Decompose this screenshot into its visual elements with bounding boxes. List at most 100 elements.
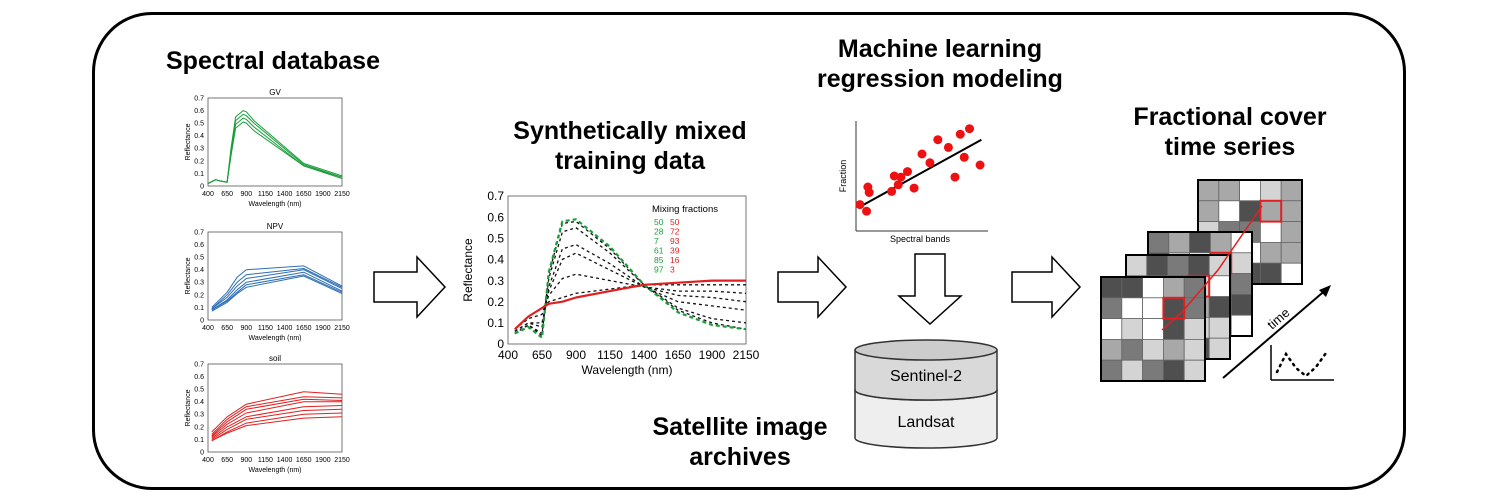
x-tick-label: 1400	[277, 457, 293, 464]
grid-cell	[1230, 252, 1253, 275]
x-tick-label: 1650	[296, 325, 312, 332]
fraction-green-value: 7	[654, 236, 659, 246]
grid-cell	[1142, 338, 1164, 361]
grid-cell	[1121, 318, 1144, 340]
y-tick-label: 0.1	[194, 305, 204, 312]
time-series-grids	[1100, 179, 1303, 382]
scatter-point	[909, 183, 919, 193]
mini-time-series-icon	[1270, 345, 1334, 381]
x-tick-label: 400	[202, 191, 214, 198]
grid-cell	[1163, 359, 1185, 382]
series-line	[211, 275, 343, 312]
y-tick-label: 0.5	[194, 121, 204, 128]
x-tick-label: 650	[221, 325, 233, 332]
y-tick-label: 0.7	[487, 189, 504, 203]
grid-cell	[1125, 254, 1148, 277]
series-line	[211, 408, 343, 440]
grid-cell	[1142, 276, 1164, 299]
x-tick-label: 1900	[699, 348, 726, 362]
y-tick-label: 0.7	[194, 361, 204, 368]
y-tick-label: 0.6	[487, 210, 504, 224]
series-line	[211, 412, 343, 442]
x-tick-label: 1400	[277, 191, 293, 198]
x-tick-label: 1650	[296, 191, 312, 198]
grid-cell	[1260, 241, 1282, 264]
scatter-point	[965, 124, 975, 134]
y-tick-label: 0.4	[194, 133, 204, 140]
x-tick-label: 1900	[315, 325, 331, 332]
sentinel-label: Sentinel-2	[890, 368, 962, 385]
pixel-trace-line	[1161, 205, 1263, 331]
scatter-point	[975, 160, 985, 170]
x-tick-label: 1150	[258, 457, 273, 464]
x-tick-label: 900	[566, 348, 586, 362]
grid-cell	[1260, 179, 1282, 202]
scatter-point	[925, 158, 935, 168]
x-axis-label: Spectral bands	[890, 234, 951, 244]
time-label: time	[1264, 305, 1292, 332]
y-tick-label: 0	[200, 317, 204, 324]
x-tick-label: 2150	[334, 191, 350, 198]
x-axis-label: Wavelength (nm)	[248, 201, 301, 208]
plot-area	[507, 195, 747, 345]
grid-cell	[1189, 231, 1211, 254]
x-tick-label: 650	[221, 457, 233, 464]
plot-area	[207, 363, 343, 453]
series-line	[211, 265, 343, 308]
scatter-point	[917, 149, 927, 159]
fractional-cover-heading: Fractional cover time series	[1133, 103, 1327, 161]
y-tick-label: 0.1	[487, 316, 504, 330]
y-tick-label: 0.5	[487, 231, 504, 245]
grid-cell	[1163, 318, 1185, 340]
grid-cell	[1163, 338, 1185, 361]
chart-title: soil	[269, 354, 281, 363]
series-line	[211, 398, 343, 437]
x-tick-label: 2150	[334, 325, 350, 332]
chart-title: NPV	[267, 222, 284, 231]
grid-cell	[1168, 231, 1191, 254]
scatter-point	[887, 186, 897, 196]
y-axis-label: Reflectance	[185, 389, 192, 426]
series-line	[211, 416, 343, 442]
series-line	[211, 268, 343, 310]
y-tick-label: 0.2	[194, 158, 204, 165]
grid-cell	[1208, 296, 1231, 318]
fraction-green-value: 97	[654, 265, 664, 275]
grid-cell	[1183, 359, 1206, 382]
grid-cell	[1146, 254, 1169, 277]
y-axis-label: Fraction	[838, 160, 848, 193]
x-tick-label: 2150	[733, 348, 760, 362]
grid-cell	[1147, 231, 1170, 254]
spectral-database-heading: Spectral database	[166, 47, 380, 75]
arrowhead-icon	[1319, 285, 1331, 297]
grid-cell	[1183, 276, 1206, 299]
grid-cell	[1218, 179, 1241, 202]
fractional-cover-grid	[1100, 276, 1206, 382]
x-tick-label: 1150	[258, 325, 273, 332]
x-tick-label: 1900	[315, 457, 331, 464]
series-line	[514, 243, 747, 332]
y-tick-label: 0.6	[194, 242, 204, 249]
x-tick-label: 1650	[665, 348, 692, 362]
series-line	[514, 284, 746, 330]
scatter-point	[943, 142, 953, 152]
y-tick-label: 0.5	[194, 255, 204, 262]
x-axis-label: Wavelength (nm)	[248, 335, 301, 342]
x-tick-label: 1150	[258, 191, 273, 198]
x-tick-label: 1400	[277, 325, 293, 332]
x-tick-label: 650	[532, 348, 552, 362]
grid-cell	[1167, 254, 1189, 277]
grid-cell	[1260, 200, 1282, 223]
series-line	[514, 220, 747, 337]
x-tick-label: 400	[202, 457, 214, 464]
series-line	[514, 279, 746, 331]
grid-cell	[1230, 273, 1253, 295]
x-tick-label: 2150	[334, 457, 350, 464]
grid-cell	[1100, 359, 1123, 382]
